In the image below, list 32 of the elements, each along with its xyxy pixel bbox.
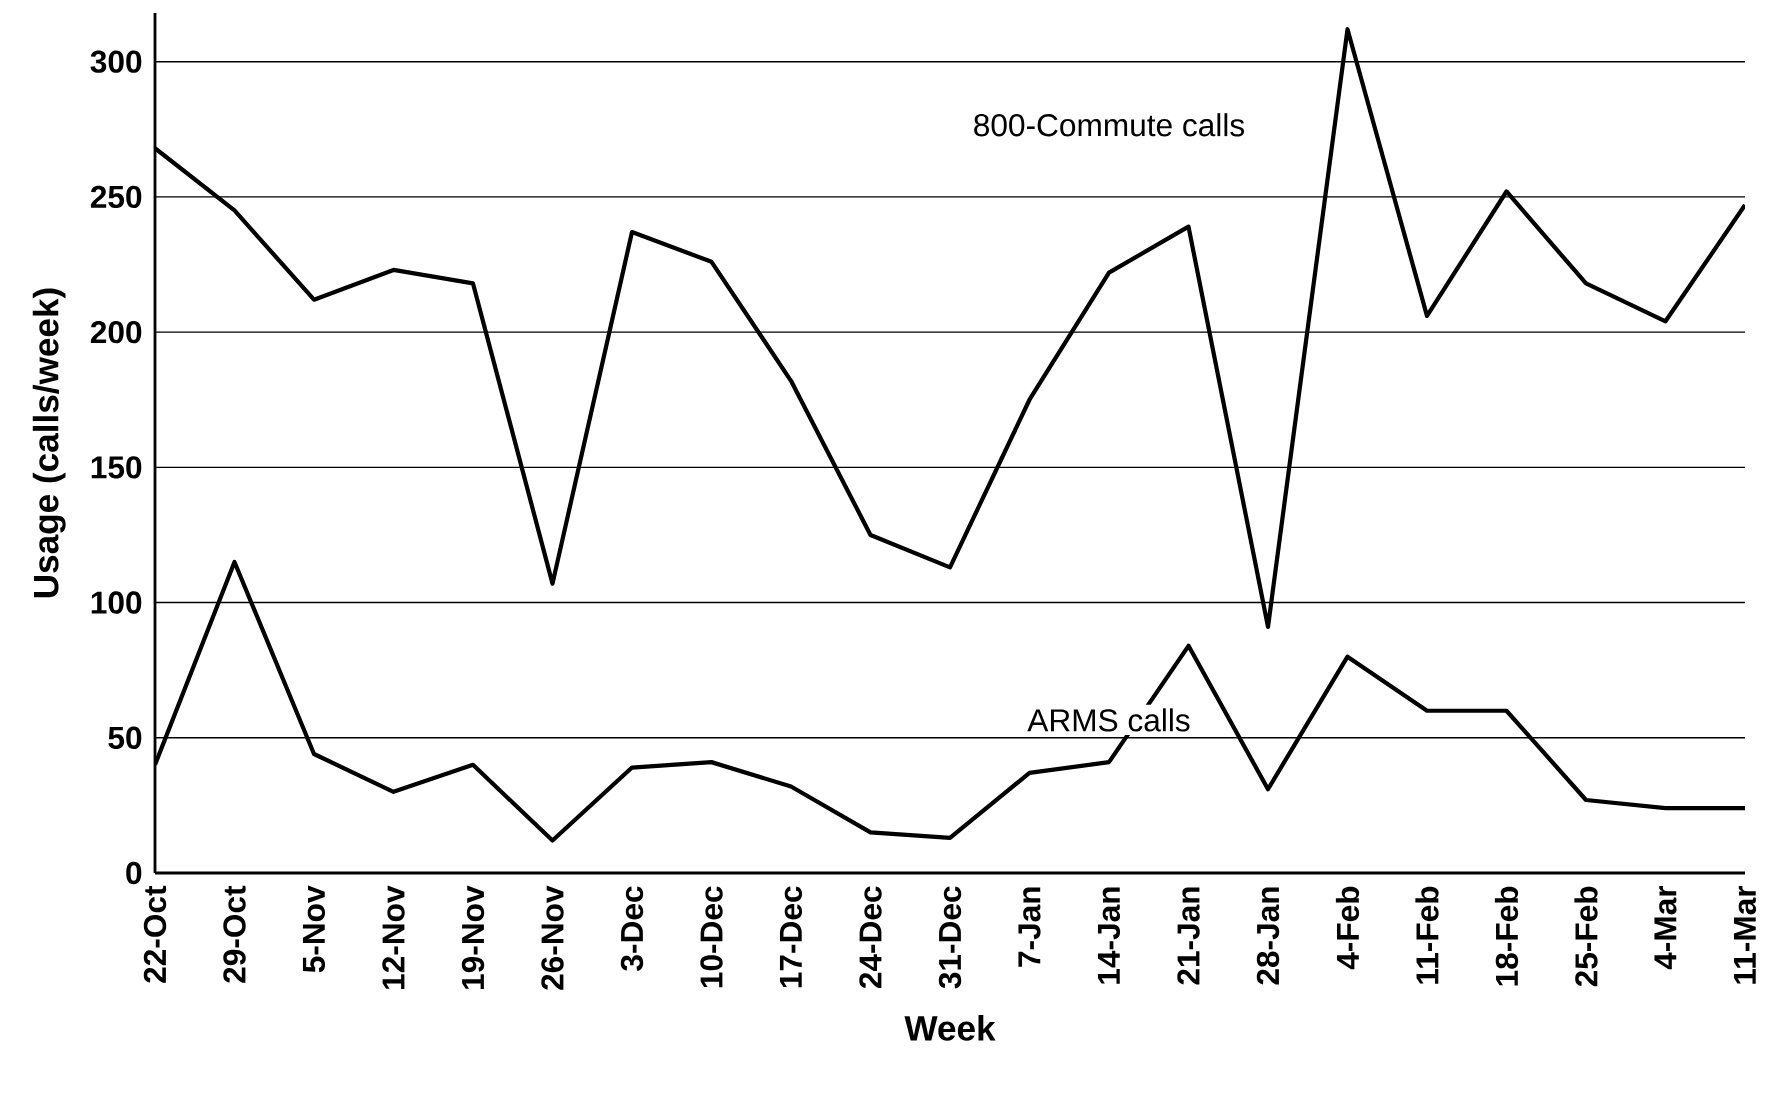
y-tick-label: 50	[108, 726, 142, 750]
x-tick-label: 19-Nov	[461, 885, 485, 989]
x-tick-label: 10-Dec	[700, 886, 723, 988]
x-tick-label: 17-Dec	[779, 886, 803, 988]
x-axis-title: Week	[904, 1015, 996, 1041]
x-tick-label: 11-Feb	[1415, 886, 1439, 984]
y-tick-label: 0	[126, 861, 142, 885]
x-tick-label: 5-Nov	[302, 885, 326, 973]
x-tick-label: 4-Feb	[1335, 886, 1360, 970]
y-axis-title: Usage (calls/week)	[32, 288, 66, 598]
x-tick-label: 21-Jan	[1177, 887, 1200, 985]
x-tick-label: 22-Oct	[143, 885, 167, 983]
y-tick-label: 200	[90, 320, 142, 344]
text: 800-Commute calls	[974, 113, 1245, 137]
x-tick-label: 25-Feb	[1574, 886, 1598, 987]
x-tick-label: 4-Mar	[1654, 885, 1677, 970]
x-tick-label: 14-Jan	[1097, 887, 1121, 984]
y-tick-label: 150	[91, 456, 142, 479]
x-tick-label: 12-Nov	[382, 885, 405, 989]
y-tick-label: 250	[90, 185, 142, 209]
x-tick-label: 11-Mar	[1733, 885, 1757, 984]
x-tick-label: 24-Dec	[859, 886, 882, 989]
x-tick-label: 29-Oct	[223, 885, 246, 983]
x-tick-label: 31-Dec	[938, 886, 962, 989]
x-tick-label: 28-Jan	[1256, 887, 1280, 985]
y-tick-label: 300	[90, 50, 142, 73]
series-label: ARMS calls	[1027, 708, 1190, 732]
y-tick-label: 100	[91, 591, 142, 614]
x-tick-label: 26-Nov	[541, 885, 564, 990]
x-tick-label: 18-Feb	[1494, 886, 1519, 986]
x-tick-label: 3-Dec	[620, 886, 644, 971]
x-tick-label: 7-Jan	[1018, 887, 1041, 967]
